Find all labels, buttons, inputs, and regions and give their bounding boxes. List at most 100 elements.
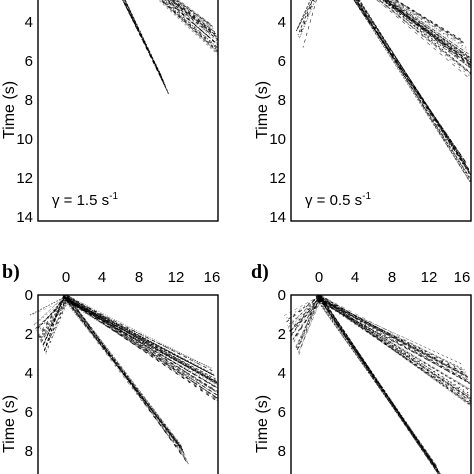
wavefield-stroke <box>160 0 219 50</box>
offset-tick: 16 <box>454 269 471 286</box>
offset-tick: 4 <box>351 269 359 286</box>
wavefield-stroke <box>66 295 212 369</box>
wavefield-stroke <box>33 295 66 326</box>
wavefield-stroke <box>160 0 219 52</box>
time-tick: 8 <box>278 443 286 460</box>
wavefield-stroke <box>65 298 216 380</box>
wavefield-stroke <box>298 0 315 38</box>
wavefield-stroke <box>168 0 219 43</box>
wavefield-stroke <box>395 0 464 42</box>
wavefield-stroke <box>359 0 472 176</box>
wavefield-stroke <box>302 0 317 48</box>
wavefield-stroke <box>319 298 467 373</box>
wavefield-stroke <box>63 297 219 399</box>
wavefield-stroke <box>317 298 472 399</box>
wavefield-stroke <box>166 0 219 46</box>
wavefield-stroke <box>67 295 183 448</box>
panel-d-offset-ticks: 0 4 8 12 16 <box>315 269 471 286</box>
panel-b-frame <box>37 294 219 474</box>
wavefield-stroke <box>172 0 215 33</box>
wavefield-stroke <box>178 0 213 26</box>
wavefield-stroke <box>353 0 472 181</box>
wavefield-stroke <box>382 0 472 67</box>
wavefield-stroke <box>318 298 472 400</box>
wavefield-stroke <box>295 297 320 347</box>
wavefield-stroke <box>319 297 439 472</box>
wavefield-stroke <box>318 297 465 370</box>
time-axis-title: Time (s) <box>1 395 18 453</box>
time-tick: 12 <box>16 170 33 187</box>
wavefield-stroke <box>321 299 472 392</box>
time-tick: 6 <box>278 53 286 70</box>
wavefield-stroke <box>358 0 470 170</box>
wavefield-stroke <box>289 300 323 333</box>
gamma-value: γ = 1.5 s <box>52 192 109 209</box>
wavefield-stroke <box>390 0 468 52</box>
wavefield-stroke <box>386 0 471 59</box>
wavefield-stroke <box>316 299 472 392</box>
wavefield-stroke <box>296 300 320 350</box>
wavefield-stroke <box>123 0 162 76</box>
time-tick: 10 <box>16 131 33 148</box>
wavefield-stroke <box>65 295 217 383</box>
wavefield-stroke <box>122 0 165 83</box>
wavefield-stroke <box>65 300 218 383</box>
wavefield-stroke <box>299 0 316 39</box>
time-tick: 14 <box>269 209 286 226</box>
wavefield-stroke <box>123 0 162 77</box>
wavefield-stroke <box>320 295 472 397</box>
wavefield-stroke <box>390 0 467 49</box>
wavefield-stroke <box>297 299 321 354</box>
time-tick: 0 <box>278 287 286 304</box>
wavefield-stroke <box>355 0 472 180</box>
panel-c-frame <box>290 0 472 222</box>
wavefield-stroke <box>124 0 166 86</box>
offset-tick: 8 <box>135 269 143 286</box>
time-tick: 10 <box>269 131 286 148</box>
wavefield-stroke <box>298 297 323 354</box>
wavefield-stroke <box>298 0 316 39</box>
wavefield-stroke <box>68 296 213 372</box>
wavefield-stroke <box>33 297 68 326</box>
wavefield-stroke <box>283 296 319 317</box>
wavefield-stroke <box>29 296 67 316</box>
wavefield-stroke <box>321 296 470 380</box>
wavefield-stroke <box>285 295 320 322</box>
wavefield-stroke <box>160 0 219 54</box>
wavefield-stroke <box>382 0 472 66</box>
wavefield-stroke <box>316 295 471 385</box>
offset-tick: 12 <box>168 269 185 286</box>
wavefield-stroke <box>45 300 69 354</box>
wavefield-stroke <box>355 0 467 164</box>
wavefield-stroke <box>356 0 472 184</box>
panel-d: d) 0 4 8 12 16 0 2 4 6 8 Time (s) <box>251 261 472 474</box>
wavefield-stroke <box>353 0 467 163</box>
panel-a: 6 4 8 10 12 14 Time (s) γ = 1.5 s-1 <box>1 0 219 226</box>
wavefield-stroke <box>125 0 163 79</box>
wavefield-stroke <box>376 0 472 80</box>
wavefield-stroke <box>66 298 187 459</box>
wavefield-stroke <box>67 299 215 376</box>
wavefield-stroke <box>286 297 320 326</box>
time-tick: 2 <box>278 326 286 343</box>
panel-c-wavefield <box>295 0 472 184</box>
wavefield-stroke <box>174 0 214 30</box>
wavefield-stroke <box>391 0 466 46</box>
wavefield-stroke <box>67 297 219 400</box>
wavefield-stroke <box>353 0 467 164</box>
panel-d-time-ticks: 0 2 4 6 8 <box>278 287 286 460</box>
wavefield-stroke <box>393 0 465 44</box>
wavefield-stroke <box>391 0 466 48</box>
panel-c-time-ticks: 4 6 8 10 12 14 <box>269 14 286 226</box>
wavefield-stroke <box>68 295 217 383</box>
wavefield-stroke <box>318 296 472 407</box>
wavefield-stroke <box>353 0 472 184</box>
time-tick: 8 <box>25 443 33 460</box>
wavefield-stroke <box>354 0 472 181</box>
wavefield-stroke <box>159 0 219 53</box>
wavefield-stroke <box>297 0 314 36</box>
wavefield-stroke <box>318 295 472 401</box>
wavefield-stroke <box>356 0 467 163</box>
wavefield-stroke <box>388 0 471 58</box>
wavefield-stroke <box>375 0 472 73</box>
